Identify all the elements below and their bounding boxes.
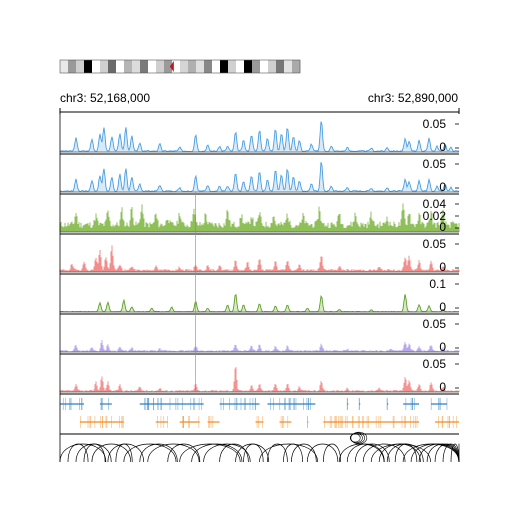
signal-track-4: 0.05 0 [59,237,460,275]
interaction-arcs-track [59,431,460,463]
ideogram-band [108,60,117,73]
track-tick-label: 0 [439,180,446,194]
signal-track-6: 0.05 0 [59,317,460,355]
interaction-arc [394,443,418,463]
track-tick-label: 0.04 [423,197,447,211]
ideogram-band [292,60,301,73]
track-tick-label: 0 [439,260,446,274]
signal-line [59,121,460,153]
signal-area [60,294,459,312]
interaction-arc [147,443,200,463]
interaction-arc [139,443,178,463]
interaction-arc [179,443,241,463]
ideogram-band [60,60,69,73]
interaction-arc [283,443,304,463]
gene-annotation-track [59,394,459,435]
track-tick-label: 0.05 [423,117,447,131]
ideogram-band [204,60,213,73]
track-tick-label: 0 [439,340,446,354]
centromere-marker [169,61,174,72]
interaction-arc [243,443,264,463]
ideogram-band [100,60,109,73]
ideogram-band [196,60,205,73]
signal-area [60,162,459,192]
ideogram-band [164,60,173,73]
ideogram-band [276,60,285,73]
track-tick-label: 0.05 [423,357,447,371]
signal-area [60,121,459,152]
ideogram-band [220,60,229,73]
ideogram-band [268,60,277,73]
interaction-loop [350,431,368,445]
ideogram-band [244,60,253,73]
track-tick-label: 0 [439,220,446,234]
ideogram-band [180,60,189,73]
ideogram-band [92,60,101,73]
interaction-arc [338,443,385,463]
ideogram-band [124,60,133,73]
track-tick-label: 0.02 [423,209,447,223]
interaction-arc [219,443,249,463]
interaction-arc [203,443,251,463]
ideogram-band [76,60,85,73]
interaction-arc [346,443,385,463]
interaction-arc [91,443,132,463]
interaction-arc [191,443,243,463]
ideogram-band [188,60,197,73]
region-start-label: chr3: 52,168,000 [60,91,150,105]
ideogram-band [68,60,77,73]
interaction-arc [83,443,106,463]
track-tick-label: 0 [439,380,446,394]
signal-track-2: 0.05 0 [59,157,460,195]
ideogram-band [140,60,149,73]
interaction-arc [426,443,460,463]
signal-track-3: 0.040.020 [59,197,460,235]
signal-track-5: 0.10 [59,277,460,315]
interaction-arc [267,443,288,463]
ideogram-band [172,60,181,73]
ideogram-band [116,60,125,73]
signal-track-1: 0.05 0 [59,117,460,155]
ideogram-band [252,60,261,73]
interaction-arc [307,443,339,463]
track-tick-label: 0.05 [423,237,447,251]
signal-track-7: 0.05 0 [59,357,460,395]
signal-line [59,162,460,193]
ideogram-band [228,60,237,73]
track-tick-label: 0.1 [429,277,446,291]
track-tick-label: 0 [439,140,446,154]
region-end-label: chr3: 52,890,000 [368,91,458,105]
interaction-arc [115,443,133,463]
ideogram-band [148,60,157,73]
interaction-arc [107,443,145,463]
track-tick-label: 0 [439,300,446,314]
interaction-arc [378,443,421,463]
interaction-arc [362,443,406,463]
interaction-arc [291,443,317,463]
chromosome-ideogram [59,59,301,74]
interaction-arc [59,443,107,463]
interaction-arc [167,443,201,463]
ideogram-band [236,60,245,73]
ideogram-band [132,60,141,73]
interaction-arc [67,443,89,463]
ideogram-band [156,60,165,73]
interaction-arc [123,443,177,463]
track-tick-label: 0.05 [423,157,447,171]
ideogram-outline [59,59,301,74]
ideogram-band [84,60,93,73]
ideogram-band [260,60,269,73]
ideogram-band [284,60,293,73]
ideogram-band [212,60,221,73]
track-tick-label: 0.05 [423,317,447,331]
